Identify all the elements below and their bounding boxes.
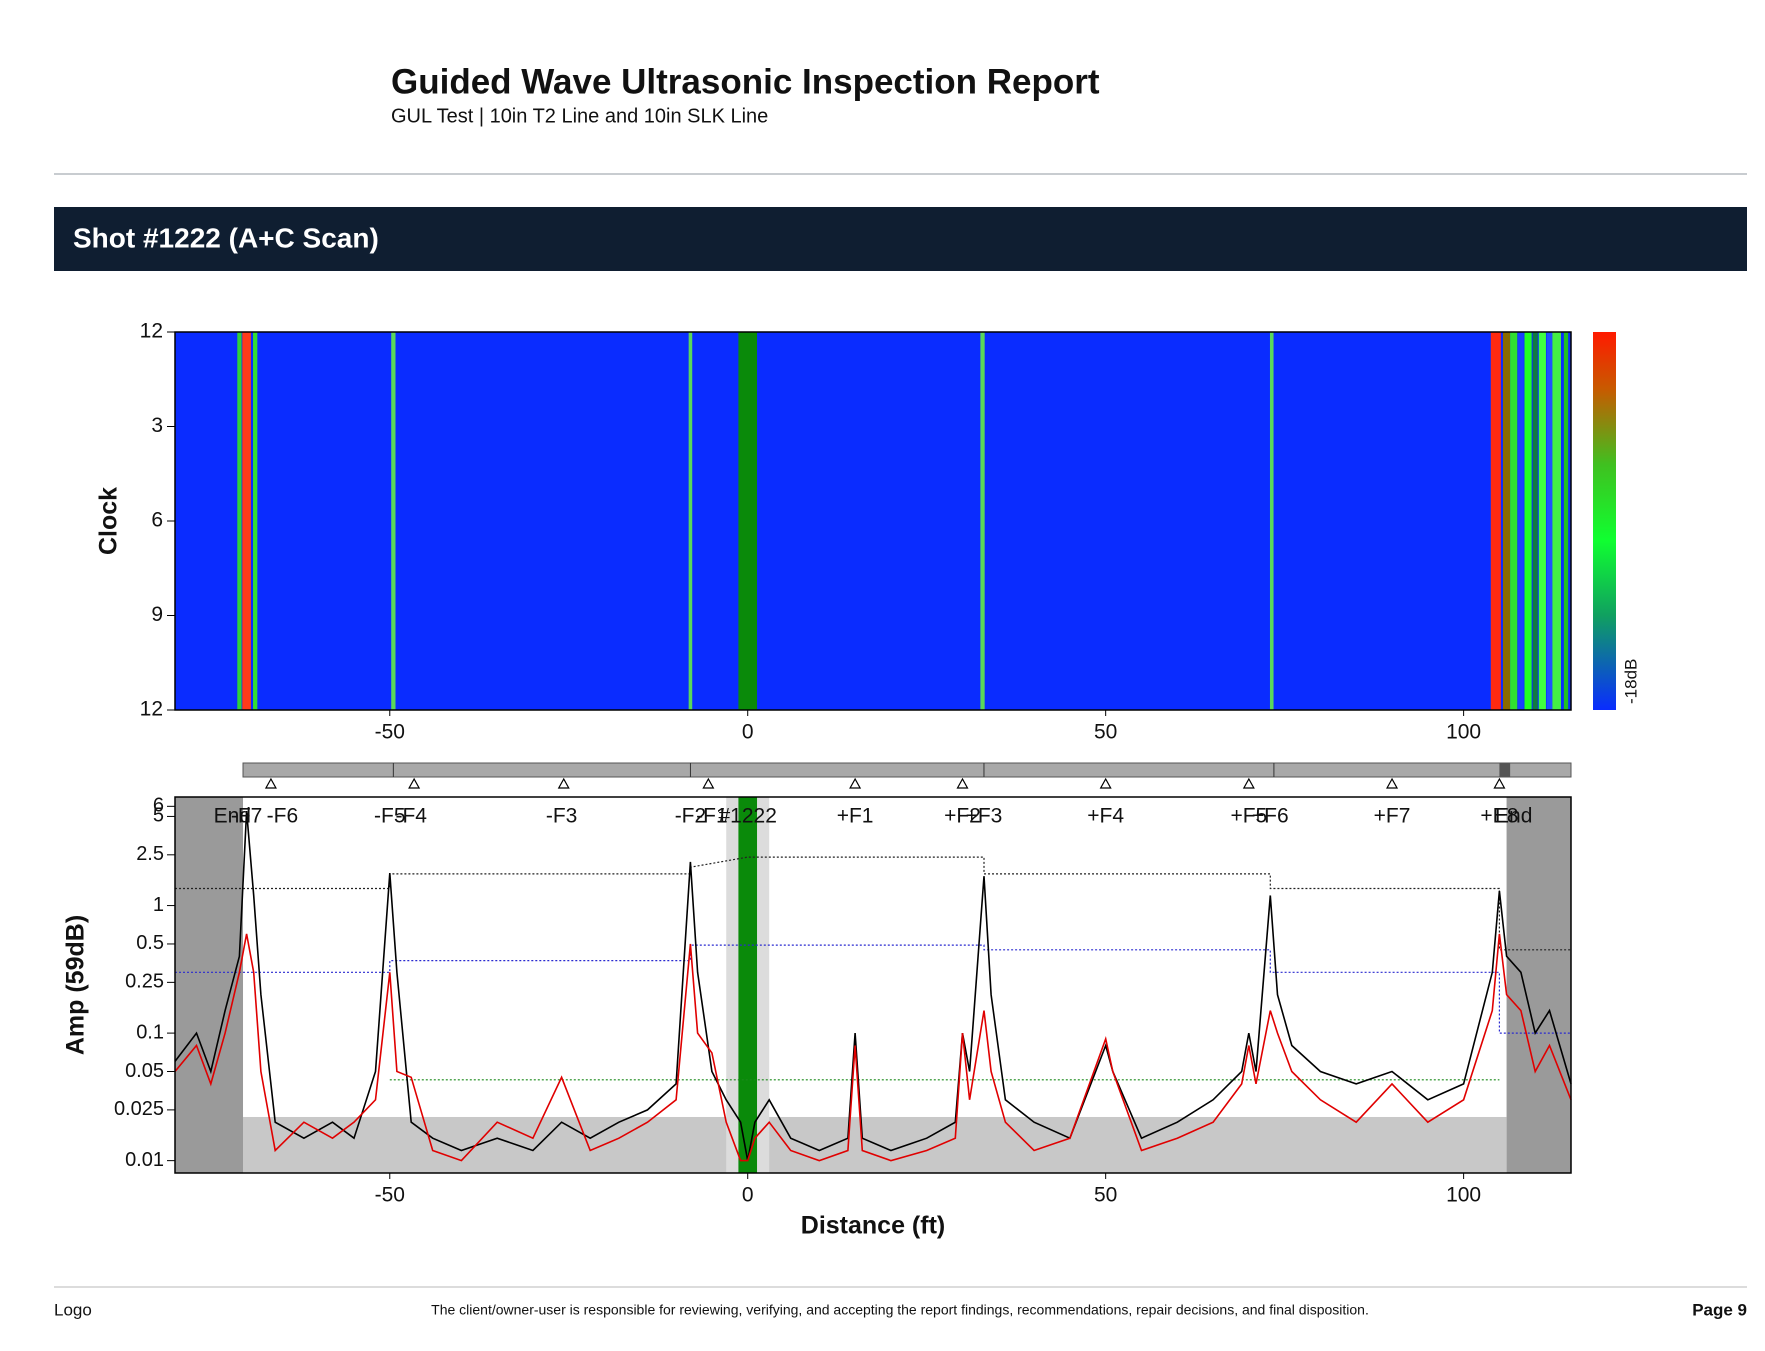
cscan-stripe <box>1532 332 1538 710</box>
feature-label: +E8 <box>1480 805 1518 828</box>
cscan-stripe <box>688 332 693 710</box>
gate-region <box>175 797 244 1173</box>
footer-logo: Logo <box>54 1300 92 1319</box>
x-tick-label: -50 <box>375 1184 405 1207</box>
feature-label: -F2 <box>675 805 707 828</box>
cscan-stripe <box>1490 332 1501 710</box>
feature-marker <box>264 777 277 789</box>
cscan-stripe <box>738 332 758 710</box>
feature-label: -F3 <box>546 805 578 828</box>
feature-label: +F2 <box>944 805 981 828</box>
feature-marker <box>849 777 862 789</box>
cscan-background <box>175 332 1571 710</box>
y-tick-label: 9 <box>151 603 163 626</box>
feature-marker <box>956 777 969 789</box>
feature-label: -F7 <box>231 805 263 828</box>
report-title: Guided Wave Ultrasonic Inspection Report <box>391 62 1100 101</box>
y-tick-label: 6 <box>153 795 164 817</box>
y-tick-label: 2.5 <box>136 843 164 865</box>
feature-label: -F6 <box>267 805 299 828</box>
colorbar <box>1593 332 1616 710</box>
y-tick-label: 0.025 <box>114 1098 164 1120</box>
feature-label: #1222 <box>719 805 777 828</box>
cscan-stripe <box>1546 332 1553 710</box>
feature-label: End <box>1495 805 1532 828</box>
cscan-stripe <box>1269 332 1274 710</box>
reference-line <box>175 944 1571 1034</box>
report-subtitle: GUL Test | 10in T2 Line and 10in SLK Lin… <box>391 105 768 127</box>
page-number: Page 9 <box>1692 1300 1747 1319</box>
y-tick-label: 1 <box>153 894 164 916</box>
feature-label: -F1 <box>696 805 728 828</box>
cscan-stripe <box>1510 332 1518 710</box>
feature-marker <box>702 777 715 789</box>
section-bar <box>54 207 1747 271</box>
cscan-stripe <box>242 332 251 710</box>
x-tick-label: 0 <box>742 721 754 744</box>
y-tick-label: 0.5 <box>136 932 164 954</box>
feature-label: +F3 <box>966 805 1003 828</box>
y-tick-label: 5 <box>153 805 164 827</box>
cscan-stripe <box>1518 332 1524 710</box>
cscan-stripe <box>237 332 242 710</box>
y-tick-label: 12 <box>140 320 163 343</box>
y-tick-label: 12 <box>140 698 163 721</box>
y-tick-label: 0.25 <box>125 971 164 993</box>
feature-marker <box>1099 777 1112 789</box>
feature-label: End <box>214 805 251 828</box>
feature-bar-dark <box>1499 763 1511 777</box>
amplitude-trace <box>174 933 1572 1162</box>
amplitude-trace <box>174 811 1572 1161</box>
x-tick-label: 0 <box>742 1184 754 1207</box>
cscan-stripe <box>980 332 985 710</box>
footer-disclaimer: The client/owner-user is responsible for… <box>431 1302 1369 1318</box>
feature-label: +F6 <box>1252 805 1289 828</box>
y-tick-label: 3 <box>151 414 163 437</box>
x-tick-label: -50 <box>375 721 405 744</box>
x-axis-label: Distance (ft) <box>801 1212 945 1240</box>
feature-marker <box>408 777 421 789</box>
feature-label: +F5 <box>1230 805 1267 828</box>
cscan-stripe <box>1563 332 1569 710</box>
section-title: Shot #1222 (A+C Scan) <box>73 222 379 253</box>
feature-label: -F4 <box>395 805 427 828</box>
y-axis-label: Amp (59dB) <box>62 915 90 1055</box>
x-tick-label: 50 <box>1094 721 1117 744</box>
x-tick-label: 50 <box>1094 1184 1117 1207</box>
cscan-stripe <box>1502 332 1511 710</box>
y-axis-label: Clock <box>95 487 123 555</box>
plot-frame <box>174 796 1572 1174</box>
x-tick-label: 100 <box>1446 721 1481 744</box>
gate-region <box>738 797 758 1173</box>
gate-region <box>243 1116 1507 1173</box>
feature-label: +F1 <box>837 805 874 828</box>
cscan-stripe <box>1524 332 1532 710</box>
feature-bar <box>242 762 1572 778</box>
gate-region <box>1506 797 1571 1173</box>
y-tick-label: 6 <box>151 509 163 532</box>
cscan-stripe <box>253 332 258 710</box>
x-tick-label: 100 <box>1446 1184 1481 1207</box>
feature-marker <box>1242 777 1255 789</box>
feature-label: +F7 <box>1374 805 1411 828</box>
colorbar-label: -18dB <box>1621 659 1640 704</box>
cscan-stripe <box>1552 332 1561 710</box>
y-tick-label: 0.01 <box>125 1149 164 1171</box>
feature-label: -F5 <box>374 805 406 828</box>
cscan-stripe <box>1538 332 1546 710</box>
feature-marker <box>1493 777 1506 789</box>
y-tick-label: 0.05 <box>125 1060 164 1082</box>
cscan-stripe <box>391 332 396 710</box>
feature-marker <box>557 777 570 789</box>
feature-marker <box>1386 777 1399 789</box>
feature-label: +F4 <box>1087 805 1124 828</box>
y-tick-label: 0.1 <box>136 1021 164 1043</box>
